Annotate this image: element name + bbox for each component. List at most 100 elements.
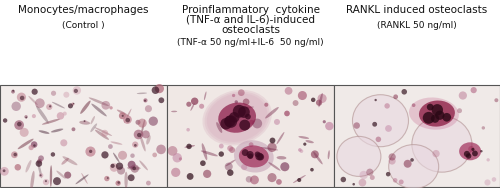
Ellipse shape [216, 122, 222, 133]
Circle shape [89, 150, 92, 153]
Circle shape [240, 120, 250, 130]
Circle shape [116, 180, 121, 186]
Circle shape [138, 119, 146, 128]
Circle shape [245, 114, 251, 120]
Circle shape [458, 91, 467, 100]
Circle shape [130, 153, 134, 158]
Text: Proinflammatory  cytokine: Proinflammatory cytokine [182, 5, 320, 15]
Circle shape [51, 91, 56, 96]
Circle shape [227, 145, 233, 151]
Ellipse shape [52, 102, 65, 108]
Circle shape [102, 101, 110, 110]
Circle shape [0, 167, 9, 176]
Ellipse shape [88, 97, 109, 106]
Circle shape [20, 96, 24, 100]
Circle shape [152, 86, 160, 94]
Circle shape [422, 112, 434, 124]
Ellipse shape [124, 109, 132, 123]
Circle shape [311, 150, 319, 158]
Circle shape [398, 180, 404, 184]
Circle shape [11, 151, 18, 158]
Circle shape [224, 163, 233, 171]
Text: osteoclasts: osteoclasts [221, 25, 280, 35]
Circle shape [254, 152, 260, 157]
Circle shape [179, 157, 182, 160]
Circle shape [388, 157, 396, 165]
Circle shape [340, 177, 346, 182]
Ellipse shape [268, 162, 280, 171]
Circle shape [284, 87, 292, 95]
Text: (TNF-α 50 ng/ml+IL-6  50 ng/ml): (TNF-α 50 ng/ml+IL-6 50 ng/ml) [177, 38, 324, 47]
Circle shape [118, 151, 127, 160]
Circle shape [171, 168, 180, 177]
Ellipse shape [234, 140, 274, 173]
Circle shape [134, 144, 136, 147]
Circle shape [86, 146, 96, 157]
Text: (RANKL 50 ng/ml): (RANKL 50 ng/ml) [377, 21, 457, 30]
Circle shape [118, 181, 120, 184]
Circle shape [14, 164, 21, 171]
Circle shape [12, 90, 14, 92]
Ellipse shape [38, 130, 50, 134]
Circle shape [220, 118, 232, 130]
Circle shape [468, 146, 474, 152]
Circle shape [200, 160, 205, 166]
Circle shape [45, 180, 47, 182]
Circle shape [191, 98, 198, 105]
Circle shape [388, 153, 396, 161]
Circle shape [72, 103, 74, 106]
Circle shape [102, 151, 108, 158]
Circle shape [276, 179, 282, 185]
Circle shape [110, 106, 113, 110]
Circle shape [412, 103, 416, 107]
Circle shape [32, 89, 38, 95]
Text: (Control ): (Control ) [62, 21, 105, 30]
Ellipse shape [90, 116, 95, 124]
Circle shape [158, 97, 164, 103]
Circle shape [249, 120, 254, 125]
Circle shape [300, 149, 304, 153]
Circle shape [274, 119, 280, 125]
Ellipse shape [62, 156, 78, 165]
Ellipse shape [202, 143, 207, 160]
Ellipse shape [140, 160, 148, 170]
Ellipse shape [337, 136, 381, 176]
Circle shape [384, 103, 390, 109]
Circle shape [46, 104, 52, 110]
Circle shape [374, 99, 377, 101]
Ellipse shape [62, 158, 69, 165]
Circle shape [248, 153, 253, 159]
Ellipse shape [352, 95, 408, 147]
Circle shape [404, 160, 411, 168]
Circle shape [123, 115, 132, 124]
Circle shape [72, 127, 76, 131]
Circle shape [64, 92, 70, 98]
Circle shape [72, 86, 81, 95]
Circle shape [60, 139, 68, 146]
Circle shape [402, 89, 407, 95]
Ellipse shape [56, 171, 66, 179]
Bar [0, 85, 167, 187]
Circle shape [227, 169, 234, 176]
Circle shape [186, 128, 190, 132]
Circle shape [370, 175, 374, 180]
Circle shape [297, 178, 302, 182]
Ellipse shape [306, 140, 314, 143]
Ellipse shape [184, 145, 195, 148]
Circle shape [130, 164, 139, 173]
Circle shape [310, 168, 314, 171]
Ellipse shape [18, 139, 34, 149]
Ellipse shape [140, 136, 145, 152]
Circle shape [132, 167, 136, 170]
Circle shape [31, 141, 38, 148]
Circle shape [360, 171, 368, 179]
Circle shape [472, 151, 478, 156]
Circle shape [358, 179, 366, 186]
Circle shape [256, 153, 263, 160]
Ellipse shape [110, 141, 122, 145]
Ellipse shape [82, 173, 87, 184]
Ellipse shape [201, 150, 218, 156]
Circle shape [242, 149, 248, 156]
Circle shape [492, 177, 496, 182]
Ellipse shape [26, 160, 32, 173]
